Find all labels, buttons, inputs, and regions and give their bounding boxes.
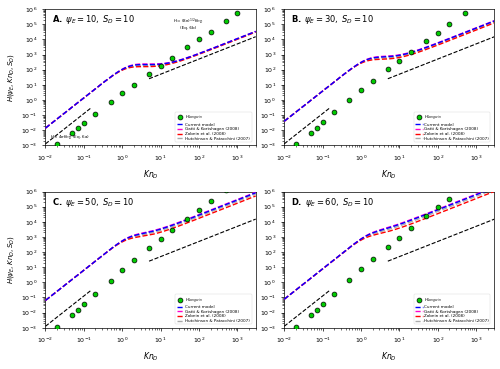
Text: $\mathbf{A.}\;\psi_E=10,\;S_D=10$: $\mathbf{A.}\;\psi_E=10,\;S_D=10$	[52, 13, 134, 26]
Y-axis label: $H(\psi_E, Kn_D, S_D)$: $H(\psi_E, Kn_D, S_D)$	[6, 235, 16, 284]
X-axis label: $Kn_D$: $Kn_D$	[382, 351, 397, 363]
Legend: $H_{Langevin}$, Current model, Gatti & Kortshagen (2008), Zobnin et al. (2008), : $H_{Langevin}$, Current model, Gatti & K…	[176, 294, 252, 324]
Legend: $H_{Langevin}$, Current model, Gatti & Kortshagen (2008), Zobnin et al. (2008), : $H_{Langevin}$, Current model, Gatti & K…	[176, 112, 252, 142]
Legend: $H_{Langevin}$, Current model, Gatti & Kortshagen (2008), Zobnin et al. (2008), : $H_{Langevin}$, Current model, Gatti & K…	[414, 112, 490, 142]
Text: $\mathbf{C.}\;\psi_E=50,\;S_D=10$: $\mathbf{C.}\;\psi_E=50,\;S_D=10$	[52, 196, 134, 208]
Legend: $H_{Langevin}$, Current model, Gatti & Kortshagen (2008), Zobnin et al. (2008), : $H_{Langevin}$, Current model, Gatti & K…	[414, 294, 490, 324]
Text: $\mathbf{B.}\;\psi_E=30,\;S_D=10$: $\mathbf{B.}\;\psi_E=30,\;S_D=10$	[290, 13, 374, 26]
Text: $H = 4\pi Kn_D^2$ (Eq. 6a): $H = 4\pi Kn_D^2$ (Eq. 6a)	[50, 132, 90, 143]
X-axis label: $Kn_D$: $Kn_D$	[142, 169, 158, 181]
Y-axis label: $H(\psi_E, Kn_D, S_D)$: $H(\psi_E, Kn_D, S_D)$	[6, 53, 16, 101]
Text: $H = (8\pi)^{1/2} Kn_D$
(Eq. 6b): $H = (8\pi)^{1/2} Kn_D$ (Eq. 6b)	[173, 16, 204, 30]
X-axis label: $Kn_D$: $Kn_D$	[142, 351, 158, 363]
X-axis label: $Kn_D$: $Kn_D$	[382, 169, 397, 181]
Text: $\mathbf{D.}\;\psi_E=60,\;S_D=10$: $\mathbf{D.}\;\psi_E=60,\;S_D=10$	[290, 196, 374, 208]
